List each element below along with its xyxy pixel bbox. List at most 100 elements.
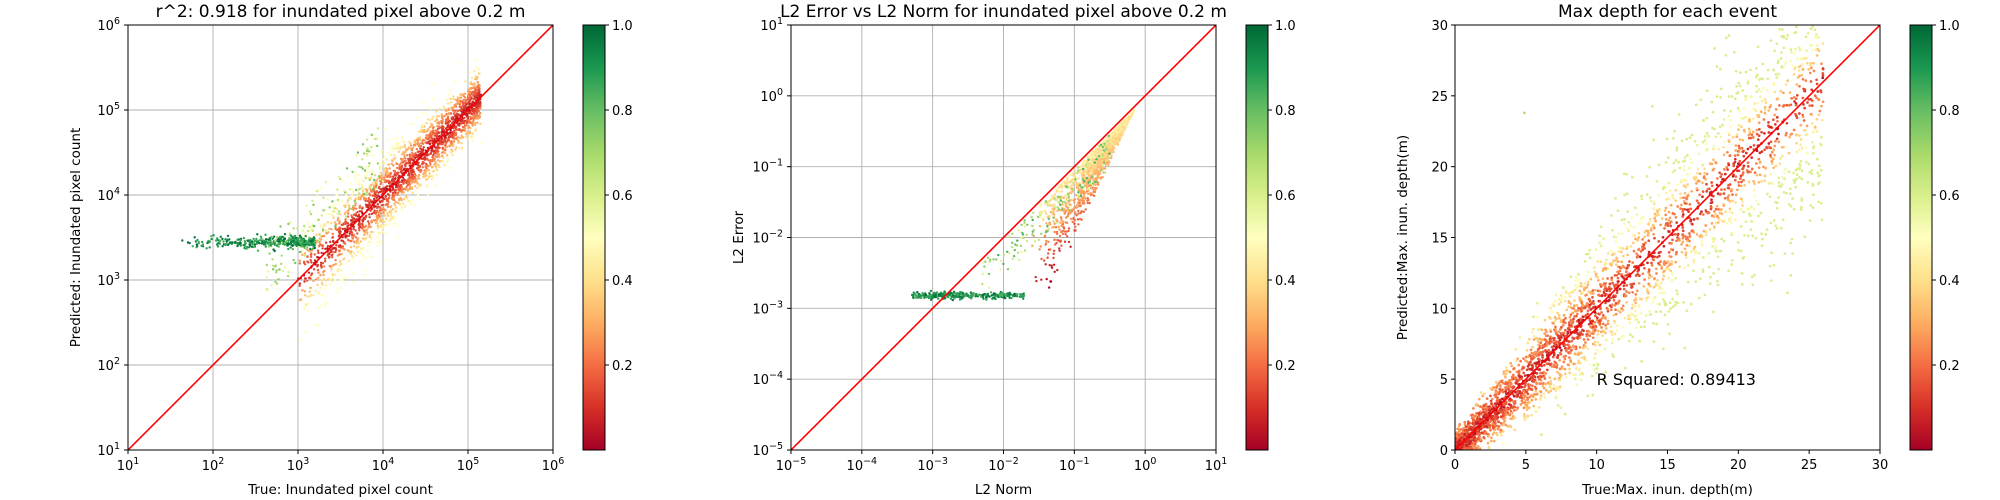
data-point [323, 209, 326, 212]
data-point [304, 330, 307, 334]
data-point [380, 223, 383, 227]
data-point [344, 277, 347, 280]
data-point [1097, 183, 1100, 186]
data-point [1047, 217, 1051, 221]
data-point [1559, 327, 1562, 331]
data-point [1056, 238, 1059, 242]
data-point [410, 202, 413, 205]
data-point [418, 136, 421, 139]
x-tick-label: 101 [117, 456, 140, 474]
data-point [1067, 181, 1070, 184]
data-point [1074, 225, 1077, 228]
data-point [1052, 194, 1056, 197]
data-point [278, 235, 282, 239]
data-point [370, 212, 373, 216]
data-point [360, 158, 364, 161]
data-point [186, 241, 190, 244]
data-point [288, 232, 292, 235]
data-point [409, 142, 412, 145]
data-point [1050, 264, 1053, 267]
data-point [216, 245, 220, 248]
data-point [271, 237, 274, 240]
data-point [312, 294, 315, 297]
data-point [368, 170, 371, 174]
data-point [1023, 221, 1026, 224]
data-point [1596, 260, 1600, 263]
data-point [354, 212, 357, 215]
data-point [444, 134, 447, 137]
data-point [338, 220, 341, 223]
data-point [275, 269, 278, 272]
data-point [408, 183, 412, 186]
data-point [428, 169, 431, 172]
data-point [981, 282, 984, 286]
data-point [397, 186, 400, 189]
data-point [1040, 278, 1043, 281]
data-point [1096, 172, 1099, 176]
data-point [298, 338, 301, 342]
data-point [1081, 176, 1084, 179]
data-point [449, 151, 453, 154]
data-point [409, 179, 412, 182]
data-point [1076, 218, 1080, 221]
data-point [375, 137, 379, 140]
data-point [1109, 139, 1112, 143]
data-point [386, 202, 389, 206]
data-point [1002, 294, 1005, 297]
data-point [1120, 121, 1123, 125]
data-point [1112, 133, 1116, 137]
data-point [986, 256, 990, 259]
data-point [915, 296, 918, 299]
data-point [452, 97, 455, 101]
data-point [1073, 201, 1076, 204]
data-point [348, 250, 351, 253]
data-point [1761, 237, 1764, 241]
data-point [1107, 159, 1110, 162]
y-tick-label: 25 [1431, 90, 1448, 105]
data-point [322, 223, 325, 226]
data-point [1092, 155, 1096, 158]
data-point [376, 222, 379, 225]
data-point [445, 121, 448, 125]
data-point [471, 139, 474, 142]
data-point [1007, 292, 1010, 295]
x-tick-label: 30 [1872, 458, 1889, 473]
data-point [328, 283, 331, 286]
data-point [1073, 219, 1077, 222]
data-point [1092, 190, 1095, 194]
data-point [1081, 199, 1084, 202]
data-point [373, 184, 376, 187]
data-point [378, 240, 381, 243]
data-point [441, 130, 445, 134]
data-point [1053, 208, 1056, 211]
data-point [456, 109, 460, 113]
data-point [1067, 227, 1071, 230]
data-point [331, 232, 334, 236]
data-point [429, 152, 432, 156]
data-point [320, 281, 324, 285]
data-point [378, 225, 382, 229]
y-tick-label: 5 [1440, 373, 1448, 388]
data-point [406, 148, 409, 151]
data-point [1008, 235, 1011, 238]
data-point [394, 156, 397, 160]
data-point [221, 237, 224, 241]
x-tick-label: 10−1 [1059, 456, 1090, 474]
data-point [426, 118, 430, 121]
data-point [267, 245, 271, 248]
data-point [962, 292, 965, 295]
data-point [427, 142, 430, 145]
data-point [1107, 134, 1111, 138]
data-point [224, 238, 227, 241]
data-point [1104, 151, 1107, 155]
data-point [1050, 195, 1054, 198]
data-point [425, 113, 429, 116]
data-point [1051, 208, 1054, 211]
data-point [1046, 225, 1049, 228]
data-point [429, 139, 432, 142]
data-point [981, 295, 985, 299]
data-point [424, 121, 428, 125]
data-point [1057, 208, 1061, 211]
data-point [924, 293, 928, 297]
